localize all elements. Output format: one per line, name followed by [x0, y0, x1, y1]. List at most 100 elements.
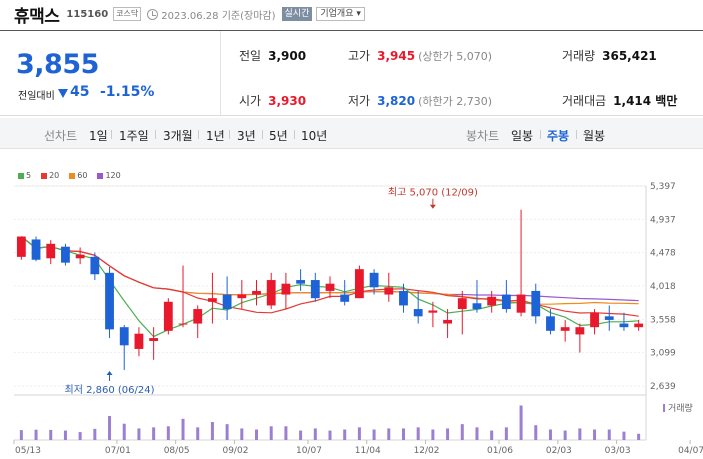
volume-bar	[343, 429, 347, 440]
candle-body	[590, 312, 599, 328]
legend-label: 20	[49, 171, 60, 180]
divider	[229, 130, 230, 139]
volume-bar	[63, 430, 67, 440]
volume-bar	[166, 426, 170, 440]
volume-bar	[196, 427, 200, 440]
candle-chart-label: 봉차트	[466, 129, 500, 143]
y-tick-label: 3,558	[650, 315, 676, 325]
legend-ma20: 20	[41, 171, 59, 180]
candle-body	[457, 298, 467, 310]
volume-bar	[122, 423, 126, 440]
divider	[155, 130, 156, 139]
candle-body	[16, 236, 26, 257]
x-tick-label: 02/03	[546, 446, 572, 456]
candle-body	[90, 256, 100, 275]
open-value: 3,930	[268, 94, 307, 108]
y-tick-label: 2,639	[650, 382, 676, 392]
prev-close-value: 3,900	[268, 49, 307, 63]
market-badge: 코스닥	[113, 7, 142, 21]
candle-body	[252, 290, 261, 295]
amount-label: 거래대금	[562, 94, 607, 108]
volume-bar	[181, 418, 185, 440]
chart-canvas[interactable]: 2,639 3,099 3,558 4,018 4,478 4,937 5,397 최고 5,…	[0, 150, 703, 459]
period-1w[interactable]: 1주일	[119, 129, 149, 143]
volume-bar	[225, 424, 229, 440]
candle-body	[369, 272, 379, 288]
candle-body	[340, 294, 350, 302]
volume-bar	[446, 428, 450, 440]
volume-bar	[607, 429, 611, 440]
candle-body	[31, 239, 41, 260]
max-price-annotation: 최고 5,070 (12/09)	[388, 187, 478, 199]
legend-label: 5	[26, 171, 32, 180]
period-3y[interactable]: 3년	[237, 129, 256, 143]
high-value: 3,945	[377, 49, 416, 63]
stock-code: 115160	[66, 8, 109, 20]
max-arrow-head-icon	[429, 204, 436, 209]
upper-limit-note: (상한가 5,070)	[418, 50, 492, 63]
x-tick-label: 03/03	[605, 446, 631, 456]
volume-bar	[19, 430, 23, 440]
volume-bar	[357, 427, 361, 440]
candle-body	[604, 316, 614, 320]
legend-swatch	[41, 172, 48, 179]
low-value: 3,820	[377, 94, 416, 108]
current-price: 3,855	[16, 49, 99, 80]
candle-body	[105, 272, 114, 330]
candle-daily[interactable]: 일봉	[511, 129, 534, 143]
candle-body	[134, 333, 144, 349]
stock-header: 휴맥스 115160 코스닥 2023.06.28 기준(장마감) 실시간 기업…	[0, 0, 703, 28]
candle-body	[384, 287, 394, 295]
period-1y[interactable]: 1년	[206, 129, 225, 143]
trading-amount: 거래대금 1,414 백만	[562, 92, 677, 109]
candle-body	[281, 283, 291, 295]
candle-body	[119, 327, 129, 346]
min-price-annotation: 최저 2,860 (06/24)	[65, 384, 155, 396]
volume-bar	[34, 429, 38, 440]
candle-body	[575, 327, 585, 335]
candle-weekly[interactable]: 주봉	[547, 129, 570, 143]
x-tick-label: 07/01	[105, 446, 131, 456]
period-10y[interactable]: 10년	[301, 129, 328, 143]
volume-bar	[504, 427, 508, 440]
clock-icon	[147, 8, 159, 20]
volume-bar	[460, 424, 464, 440]
chart-period-bar: 선차트 1일 1주일 3개월 1년 3년 5년 10년 봉차트 일봉 주봉 월봉	[0, 118, 703, 149]
weekly-candle-chart: 5 20 60 120 2,639 3,099 3,558 4,018 4,478 4,9…	[0, 150, 703, 459]
candle-monthly[interactable]: 월봉	[583, 129, 606, 143]
candle-body	[560, 327, 570, 331]
candle-body	[399, 290, 408, 306]
x-tick-label: 04/07	[678, 446, 703, 456]
legend-label: 120	[105, 171, 121, 180]
line-chart-label: 선차트	[44, 129, 78, 143]
volume-legend-swatch	[663, 404, 665, 412]
x-tick-label: 12/02	[414, 446, 440, 456]
realtime-button[interactable]: 실시간	[281, 7, 313, 21]
volume-bar	[108, 416, 112, 440]
volume: 거래량 365,421	[562, 47, 657, 64]
candle-body	[443, 319, 452, 324]
period-3m[interactable]: 3개월	[163, 129, 193, 143]
candle-body	[46, 243, 56, 259]
divider	[294, 130, 295, 139]
period-5y[interactable]: 5년	[269, 129, 288, 143]
candle-body	[163, 301, 173, 331]
x-tick-label: 10/07	[296, 446, 322, 456]
candle-body	[531, 290, 541, 317]
down-triangle-icon	[58, 89, 68, 98]
prev-close: 전일 3,900	[239, 47, 306, 64]
volume-bar	[284, 426, 288, 440]
legend-ma60: 60	[69, 171, 87, 180]
candle-body	[634, 323, 644, 328]
divider	[540, 130, 541, 139]
candle-body	[237, 294, 247, 299]
candle-body	[193, 309, 203, 324]
volume-bar	[534, 425, 538, 440]
company-overview-button[interactable]: 기업개요 ▾	[316, 7, 365, 21]
volume-bar	[637, 433, 641, 440]
candle-body	[428, 310, 438, 313]
divider	[198, 130, 199, 139]
volume-bar	[475, 427, 479, 440]
period-1d[interactable]: 1일	[89, 129, 108, 143]
candle-body	[354, 269, 364, 299]
